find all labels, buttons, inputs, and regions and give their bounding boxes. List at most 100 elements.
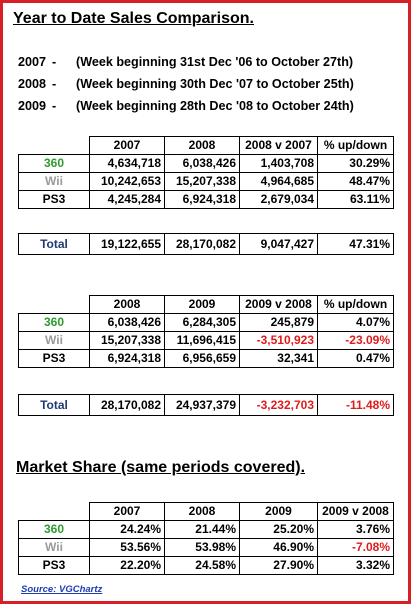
table-header-row: 2007 2008 2008 v 2007 % up/down <box>18 136 394 155</box>
column-header: 2007 <box>89 136 165 155</box>
page-title: Year to Date Sales Comparison. <box>13 10 254 27</box>
cell: 19,122,655 <box>89 233 165 255</box>
cell: 9,047,427 <box>239 233 318 255</box>
table-header-row: 2008 2009 2009 v 2008 % up/down <box>18 295 394 314</box>
cell: 2,679,034 <box>239 190 318 209</box>
table-row: PS3 4,245,284 6,924,318 2,679,034 63.11% <box>18 190 394 209</box>
period-dash: - <box>52 55 57 69</box>
table-row: 360 4,634,718 6,038,426 1,403,708 30.29% <box>18 154 394 173</box>
cell-negative: -7.08% <box>317 538 394 557</box>
row-label-ps3: PS3 <box>18 190 90 209</box>
cell: 24.58% <box>164 556 240 575</box>
column-header: 2009 <box>239 502 318 521</box>
cell: 6,924,318 <box>164 190 240 209</box>
column-header: 2009 v 2008 <box>239 295 318 314</box>
blank-cell <box>18 502 90 521</box>
period-dash: - <box>52 99 57 113</box>
row-label-wii: Wii <box>18 172 90 191</box>
blank-cell <box>18 136 90 155</box>
cell: 48.47% <box>317 172 394 191</box>
cell: 28,170,082 <box>164 233 240 255</box>
cell: 47.31% <box>317 233 394 255</box>
period-year: 2007 <box>18 55 47 69</box>
cell: 27.90% <box>239 556 318 575</box>
column-header: 2008 <box>89 295 165 314</box>
market-share-table: 2007 2008 2009 2009 v 2008 360 24.24% 21… <box>18 502 394 575</box>
cell: 63.11% <box>317 190 394 209</box>
table-row: PS3 6,924,318 6,956,659 32,341 0.47% <box>18 349 394 368</box>
column-header: 2009 <box>164 295 240 314</box>
row-label-wii: Wii <box>18 538 90 557</box>
table-row: 360 24.24% 21.44% 25.20% 3.76% <box>18 520 394 539</box>
table-row: Wii 10,242,653 15,207,338 4,964,685 48.4… <box>18 172 394 191</box>
cell: 10,242,653 <box>89 172 165 191</box>
cell: 24.24% <box>89 520 165 539</box>
row-label-total: Total <box>18 394 90 416</box>
period-desc: (Week beginning 31st Dec '06 to October … <box>76 55 354 69</box>
cell: 4,964,685 <box>239 172 318 191</box>
column-header: % up/down <box>317 295 394 314</box>
column-header: 2007 <box>89 502 165 521</box>
cell: 6,038,426 <box>164 154 240 173</box>
total-row: Total 28,170,082 24,937,379 -3,232,703 -… <box>18 394 394 416</box>
source-link[interactable]: Source: VGChartz <box>21 584 103 595</box>
row-label-total: Total <box>18 233 90 255</box>
cell: 4.07% <box>317 313 394 332</box>
cell: 6,284,305 <box>164 313 240 332</box>
market-share-title: Market Share (same periods covered). <box>16 459 306 476</box>
period-desc: (Week beginning 30th Dec '07 to October … <box>76 77 354 91</box>
cell: 4,634,718 <box>89 154 165 173</box>
cell: 4,245,284 <box>89 190 165 209</box>
cell: 24,937,379 <box>164 394 240 416</box>
period-year: 2009 <box>18 99 47 113</box>
cell-negative: -11.48% <box>317 394 394 416</box>
cell-negative: -23.09% <box>317 331 394 350</box>
column-header: 2008 <box>164 136 240 155</box>
cell-negative: -3,232,703 <box>239 394 318 416</box>
sales-table-2009-v-2008: 2008 2009 2009 v 2008 % up/down 360 6,03… <box>18 295 394 368</box>
row-label-360: 360 <box>18 520 90 539</box>
cell: 6,924,318 <box>89 349 165 368</box>
period-year: 2008 <box>18 77 47 91</box>
column-header: 2008 <box>164 502 240 521</box>
sales-total-2009-v-2008: Total 28,170,082 24,937,379 -3,232,703 -… <box>18 394 394 416</box>
column-header: 2008 v 2007 <box>239 136 318 155</box>
sales-table-2008-v-2007: 2007 2008 2008 v 2007 % up/down 360 4,63… <box>18 136 394 209</box>
table-header-row: 2007 2008 2009 2009 v 2008 <box>18 502 394 521</box>
period-desc: (Week beginning 28th Dec '08 to October … <box>76 99 354 113</box>
row-label-360: 360 <box>18 313 90 332</box>
row-label-wii: Wii <box>18 331 90 350</box>
cell: 28,170,082 <box>89 394 165 416</box>
cell: 25.20% <box>239 520 318 539</box>
row-label-360: 360 <box>18 154 90 173</box>
row-label-ps3: PS3 <box>18 349 90 368</box>
table-row: 360 6,038,426 6,284,305 245,879 4.07% <box>18 313 394 332</box>
cell: 30.29% <box>317 154 394 173</box>
cell: 3.76% <box>317 520 394 539</box>
period-dash: - <box>52 77 57 91</box>
cell: 6,956,659 <box>164 349 240 368</box>
period-2008: 2008- (Week beginning 30th Dec '07 to Oct… <box>18 77 354 91</box>
cell: 0.47% <box>317 349 394 368</box>
cell: 46.90% <box>239 538 318 557</box>
cell: 15,207,338 <box>89 331 165 350</box>
cell: 15,207,338 <box>164 172 240 191</box>
total-row: Total 19,122,655 28,170,082 9,047,427 47… <box>18 233 394 255</box>
period-2007: 2007- (Week beginning 31st Dec '06 to Oct… <box>18 55 353 69</box>
cell: 3.32% <box>317 556 394 575</box>
column-header: % up/down <box>317 136 394 155</box>
cell: 1,403,708 <box>239 154 318 173</box>
table-row: PS3 22.20% 24.58% 27.90% 3.32% <box>18 556 394 575</box>
table-row: Wii 53.56% 53.98% 46.90% -7.08% <box>18 538 394 557</box>
table-row: Wii 15,207,338 11,696,415 -3,510,923 -23… <box>18 331 394 350</box>
column-header: 2009 v 2008 <box>317 502 394 521</box>
cell: 245,879 <box>239 313 318 332</box>
cell: 21.44% <box>164 520 240 539</box>
blank-cell <box>18 295 90 314</box>
cell: 53.98% <box>164 538 240 557</box>
cell: 6,038,426 <box>89 313 165 332</box>
cell: 32,341 <box>239 349 318 368</box>
row-label-ps3: PS3 <box>18 556 90 575</box>
cell: 11,696,415 <box>164 331 240 350</box>
period-2009: 2009- (Week beginning 28th Dec '08 to Oct… <box>18 99 354 113</box>
